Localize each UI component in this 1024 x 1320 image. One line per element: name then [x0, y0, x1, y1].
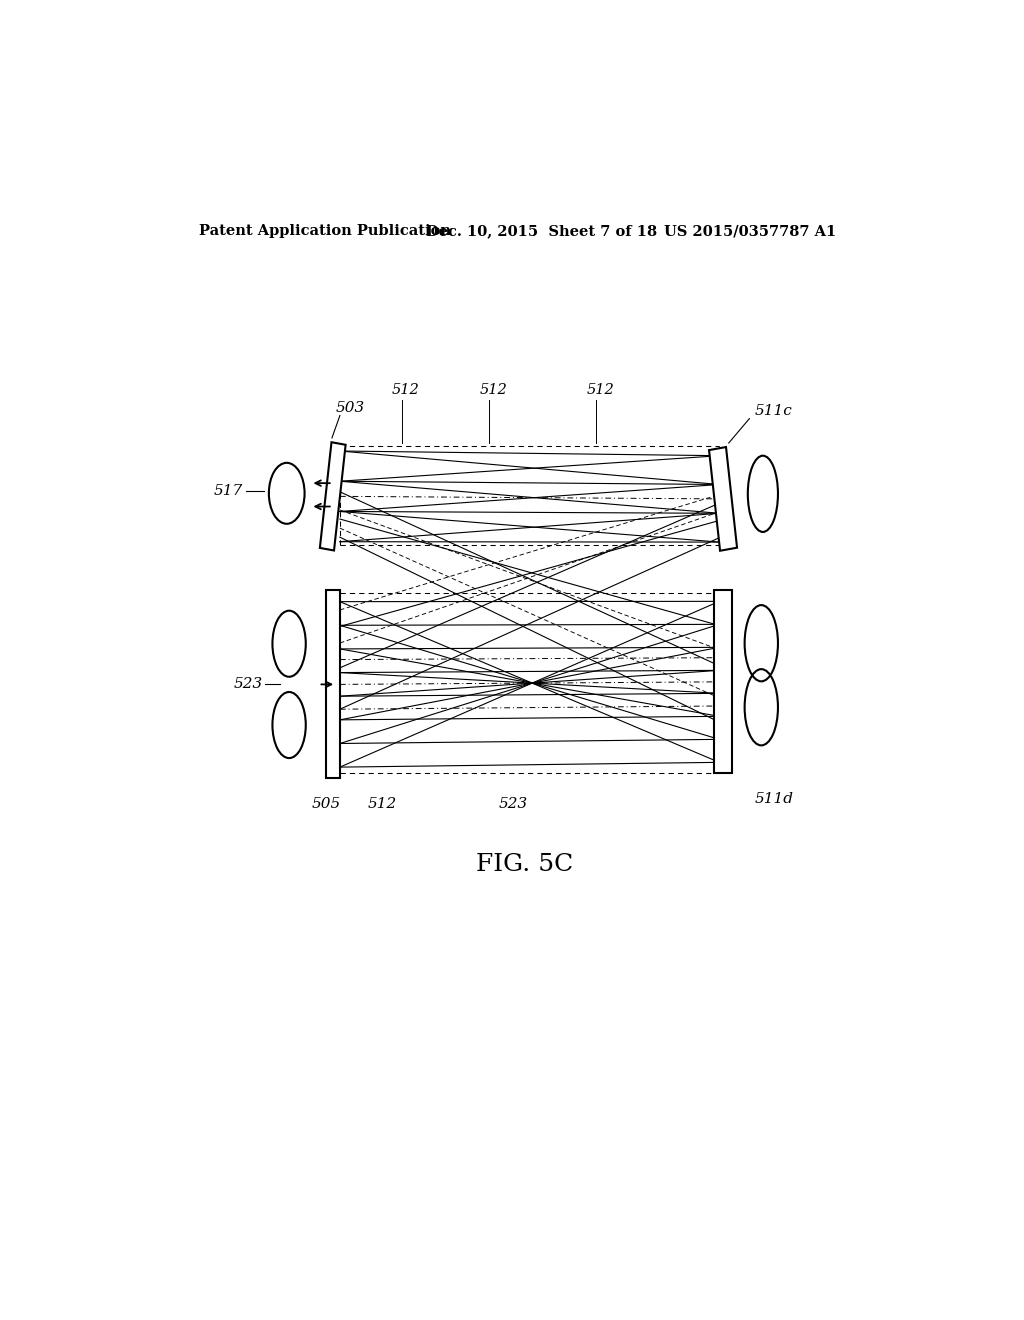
Text: 512: 512	[392, 383, 420, 397]
Text: 517: 517	[214, 484, 243, 498]
Text: 512: 512	[587, 383, 614, 397]
Text: Patent Application Publication: Patent Application Publication	[200, 224, 452, 239]
Text: 511d: 511d	[755, 792, 794, 805]
Text: 523: 523	[233, 677, 263, 692]
Text: 511c: 511c	[755, 404, 793, 417]
Text: US 2015/0357787 A1: US 2015/0357787 A1	[664, 224, 836, 239]
Text: FIG. 5C: FIG. 5C	[476, 853, 573, 876]
Polygon shape	[319, 442, 346, 550]
Text: 512: 512	[368, 797, 396, 810]
Text: Dec. 10, 2015  Sheet 7 of 18: Dec. 10, 2015 Sheet 7 of 18	[426, 224, 656, 239]
Text: 505: 505	[311, 797, 341, 810]
Bar	[326, 590, 340, 779]
Text: 512: 512	[479, 383, 507, 397]
Text: 503: 503	[336, 400, 365, 414]
Text: 523: 523	[499, 797, 527, 810]
Polygon shape	[709, 447, 737, 550]
Bar	[715, 590, 731, 774]
